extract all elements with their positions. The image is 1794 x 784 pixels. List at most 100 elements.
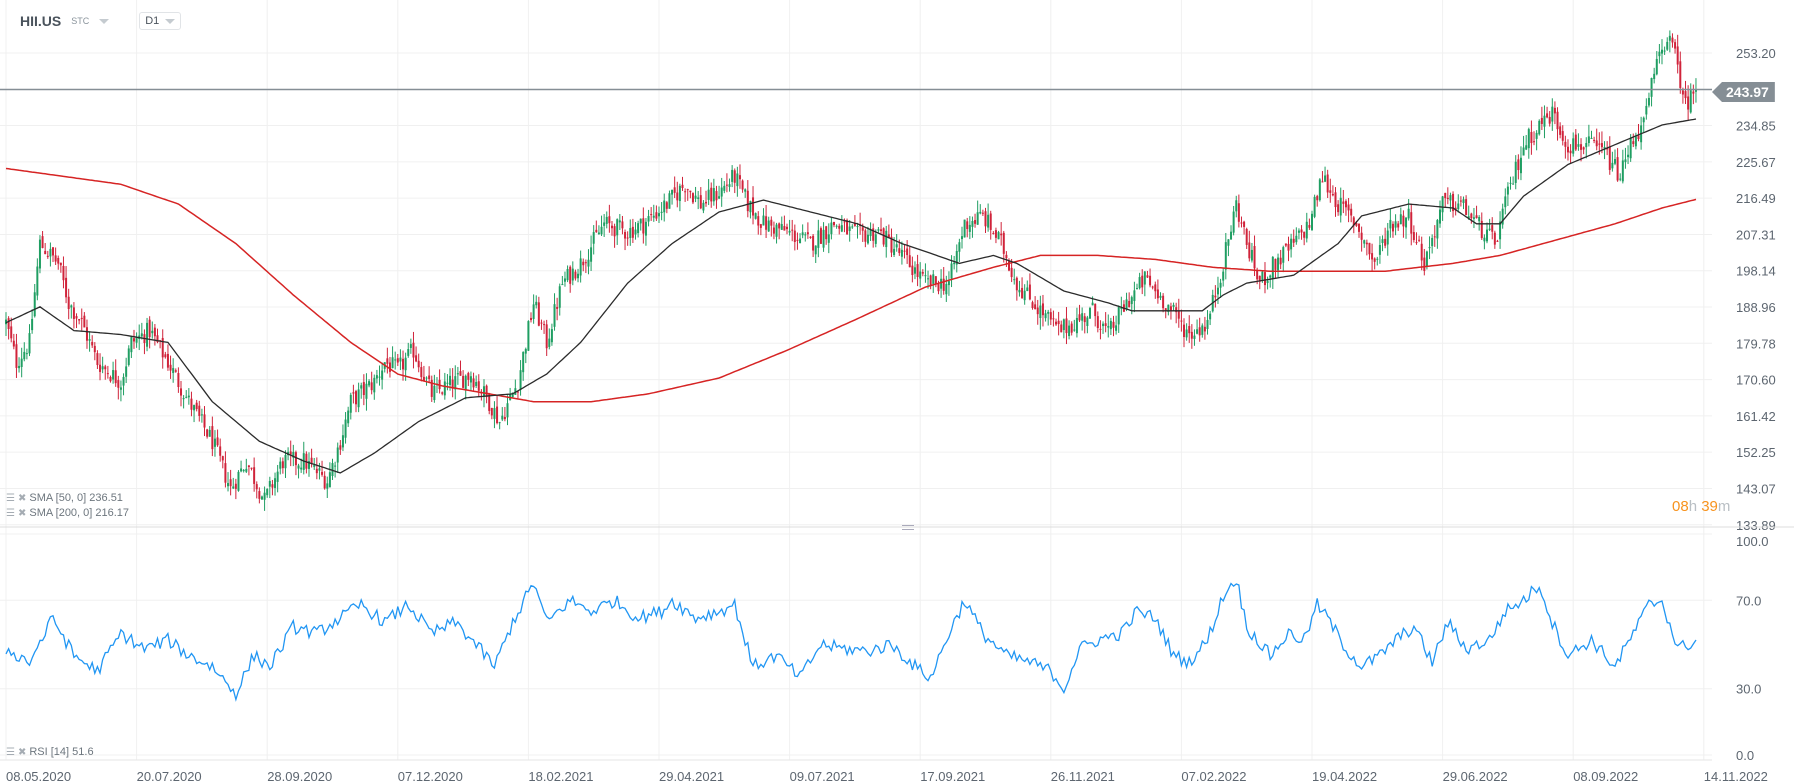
candle-body (1687, 96, 1690, 110)
candle-body (618, 220, 621, 223)
close-icon[interactable]: ✖ (17, 746, 27, 758)
candle-body (1337, 204, 1340, 213)
candle-body (759, 224, 762, 228)
candle-body (880, 229, 883, 231)
candle-body (603, 222, 606, 226)
candle-body (281, 461, 284, 469)
candle-body (1188, 326, 1191, 334)
candle-body (924, 275, 927, 277)
candle-body (446, 382, 449, 384)
candle-body (874, 234, 877, 244)
candle-body (67, 296, 70, 310)
candle-body (174, 370, 177, 372)
candle-body (597, 232, 600, 234)
candle-body (744, 189, 747, 192)
candle-body (1201, 325, 1204, 335)
panel-resize-handle[interactable] (902, 525, 914, 530)
candle-body (368, 381, 371, 386)
candle-body (1000, 233, 1003, 236)
candle-body (1021, 287, 1024, 299)
candle-body (694, 195, 697, 199)
candle-body (180, 388, 183, 396)
candle-body (911, 265, 914, 275)
candle-body (1486, 229, 1489, 242)
candle-body (671, 189, 674, 195)
candle-body (1590, 137, 1593, 139)
candle-body (93, 345, 96, 353)
candle-body (1519, 157, 1522, 174)
candle-body (1109, 320, 1112, 330)
candle-body (166, 353, 169, 368)
symbol-label[interactable]: HII.US (20, 13, 62, 29)
candle-body (1517, 159, 1520, 171)
candle-body (1509, 182, 1512, 184)
candle-body (1645, 105, 1648, 115)
date-tick-label: 29.04.2021 (659, 769, 724, 784)
indicator-sma200[interactable]: ☰ ✖ SMA [200, 0] 216.17 (6, 507, 129, 519)
close-icon[interactable]: ✖ (17, 492, 27, 504)
candle-body (712, 188, 715, 202)
candle-body (1465, 199, 1468, 215)
candle-body (605, 216, 608, 224)
candle-body (702, 202, 705, 211)
candle-body (686, 189, 689, 191)
candle-body (900, 249, 903, 257)
candle-body (697, 197, 700, 199)
candle-body (208, 429, 211, 437)
candle-body (109, 376, 112, 382)
close-icon[interactable]: ✖ (17, 507, 27, 519)
symbol-dropdown-icon[interactable] (99, 18, 110, 24)
timeframe-select[interactable]: D1 (139, 12, 182, 30)
current-price-label: 243.97 (1712, 82, 1775, 102)
candle-body (151, 330, 154, 334)
candle-body (1044, 313, 1047, 319)
candle-body (360, 385, 363, 389)
candle-body (1344, 201, 1347, 208)
settings-icon[interactable]: ☰ (6, 507, 15, 519)
candle-body (25, 353, 28, 355)
candle-body (527, 321, 530, 351)
candle-body (1284, 243, 1287, 246)
candle-body (1107, 325, 1110, 328)
price-tick-label: 161.42 (1736, 409, 1776, 424)
candle-body (1446, 197, 1449, 200)
candle-body (1423, 257, 1426, 271)
candle-body (185, 396, 188, 398)
candle-body (1049, 312, 1052, 320)
candle-body (1034, 304, 1037, 310)
candle-body (639, 218, 642, 224)
candle-body (441, 392, 444, 394)
candle-body (767, 220, 770, 232)
candle-body (396, 358, 399, 363)
candle-body (1663, 50, 1666, 52)
candle-body (224, 463, 227, 483)
candle-body (1527, 129, 1530, 149)
candle-body (1661, 49, 1664, 54)
candle-body (193, 405, 196, 411)
date-tick-label: 08.05.2020 (6, 769, 71, 784)
candle-body (1237, 203, 1240, 222)
candle-body (673, 187, 676, 193)
candle-body (1269, 275, 1272, 278)
candle-body (1342, 201, 1345, 204)
candle-body (148, 319, 151, 338)
candle-body (987, 214, 990, 228)
candle-body (937, 283, 940, 292)
candle-body (334, 465, 337, 467)
settings-icon[interactable]: ☰ (6, 746, 15, 758)
indicator-rsi[interactable]: ☰ ✖ RSI [14] 51.6 (6, 746, 94, 758)
candle-body (1674, 42, 1677, 49)
chart-header: HII.US STC D1 (20, 12, 182, 30)
candle-body (642, 218, 645, 234)
candle-body (631, 226, 634, 238)
candle-body (449, 375, 452, 386)
indicator-sma50[interactable]: ☰ ✖ SMA [50, 0] 236.51 (6, 492, 123, 504)
settings-icon[interactable]: ☰ (6, 492, 15, 504)
candle-body (532, 304, 535, 319)
date-tick-label: 14.11.2022 (1704, 769, 1768, 784)
candle-body (237, 471, 240, 491)
candle-body (271, 484, 274, 488)
candle-body (221, 456, 224, 461)
candle-body (65, 277, 68, 298)
